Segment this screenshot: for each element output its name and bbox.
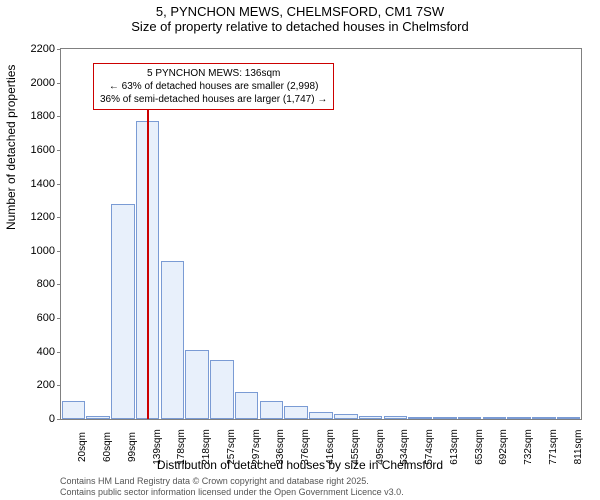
- histogram-bar: [557, 417, 581, 419]
- property-marker-line: [147, 83, 149, 419]
- histogram-bar: [210, 360, 234, 419]
- chart-plot-area: 0200400600800100012001400160018002000220…: [60, 48, 582, 420]
- anno-line-1: 5 PYNCHON MEWS: 136sqm: [100, 67, 327, 80]
- y-tick: 200: [37, 379, 61, 391]
- y-tick: 1800: [31, 110, 61, 122]
- histogram-bar: [86, 416, 110, 419]
- footer-line-1: Contains HM Land Registry data © Crown c…: [60, 476, 404, 487]
- histogram-bar: [111, 204, 135, 419]
- y-tick: 2200: [31, 43, 61, 55]
- y-tick: 400: [37, 346, 61, 358]
- title-line-1: 5, PYNCHON MEWS, CHELMSFORD, CM1 7SW: [0, 4, 600, 19]
- y-tick: 1000: [31, 245, 61, 257]
- histogram-bar: [408, 417, 432, 419]
- histogram-bar: [532, 417, 556, 419]
- y-tick: 0: [49, 413, 61, 425]
- y-tick: 1200: [31, 211, 61, 223]
- histogram-bar: [359, 416, 383, 419]
- annotation-callout: 5 PYNCHON MEWS: 136sqm← 63% of detached …: [93, 63, 334, 110]
- y-tick: 1600: [31, 144, 61, 156]
- footer-line-2: Contains public sector information licen…: [60, 487, 404, 498]
- histogram-bar: [309, 412, 333, 419]
- y-tick: 800: [37, 278, 61, 290]
- histogram-bar: [458, 417, 482, 419]
- histogram-bar: [507, 417, 531, 419]
- chart-title-block: 5, PYNCHON MEWS, CHELMSFORD, CM1 7SW Siz…: [0, 0, 600, 34]
- anno-line-3: 36% of semi-detached houses are larger (…: [100, 93, 327, 106]
- y-tick: 600: [37, 312, 61, 324]
- title-line-2: Size of property relative to detached ho…: [0, 19, 600, 34]
- histogram-bar: [62, 401, 86, 420]
- histogram-bar: [185, 350, 209, 419]
- histogram-bar: [433, 417, 457, 419]
- histogram-bar: [235, 392, 259, 419]
- y-tick: 1400: [31, 178, 61, 190]
- anno-line-2: ← 63% of detached houses are smaller (2,…: [100, 80, 327, 93]
- histogram-bar: [161, 261, 185, 419]
- histogram-bar: [284, 406, 308, 419]
- y-tick: 2000: [31, 77, 61, 89]
- y-axis-label: Number of detached properties: [4, 65, 18, 230]
- histogram-bar: [334, 414, 358, 419]
- x-axis-label: Distribution of detached houses by size …: [0, 458, 600, 472]
- histogram-bar: [384, 416, 408, 419]
- histogram-bar: [260, 401, 284, 420]
- histogram-bar: [483, 417, 507, 419]
- footer-attribution: Contains HM Land Registry data © Crown c…: [60, 476, 404, 498]
